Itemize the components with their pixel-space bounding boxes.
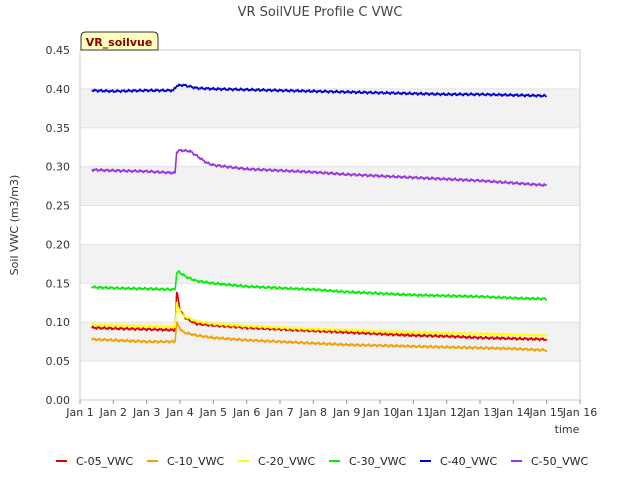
x-tick-label: Jan 15 <box>528 406 563 419</box>
series-line-c-05-vwc <box>91 291 548 342</box>
legend-label: C-20_VWC <box>258 455 316 468</box>
plot-band <box>80 205 580 245</box>
site-badge: VR_soilvue <box>80 31 159 51</box>
x-axis-ticks: Jan 1 Jan 2 Jan 3 Jan 4 Jan 5 Jan 6 Jan 7 Jan 8… <box>65 400 597 419</box>
y-tick-label: 0.25 <box>46 200 71 213</box>
series-line-c-40-vwc <box>91 83 548 98</box>
y-tick-label: 0.40 <box>46 83 71 96</box>
plot-band <box>80 244 580 284</box>
y-tick-label: 0.10 <box>46 316 71 329</box>
x-tick-label: Jan 3 <box>132 406 160 419</box>
y-axis-label: Soil VWC (m3/m3) <box>8 175 21 276</box>
x-tick-label: Jan 14 <box>495 406 530 419</box>
x-tick-label: Jan 2 <box>99 406 127 419</box>
plot-band <box>80 127 580 167</box>
y-tick-label: 0.20 <box>46 238 71 251</box>
x-axis-label: time <box>555 423 580 436</box>
x-tick-label: Jan 10 <box>362 406 397 419</box>
legend-label: C-05_VWC <box>76 455 134 468</box>
series-line-c-10-vwc <box>90 321 548 353</box>
site-badge-label: VR_soilvue <box>86 36 153 49</box>
series-line-c-50-vwc <box>91 148 548 187</box>
x-tick-label: Jan 9 <box>332 406 360 419</box>
legend-label: C-40_VWC <box>440 455 498 468</box>
plot-band <box>80 361 580 400</box>
y-tick-label: 0.35 <box>46 122 71 135</box>
x-tick-label: Jan 12 <box>428 406 463 419</box>
x-tick-label: Jan 6 <box>232 406 260 419</box>
plot-band <box>80 50 580 89</box>
series-layer <box>90 83 548 353</box>
x-tick-label: Jan 13 <box>462 406 497 419</box>
x-tick-label: Jan 16 <box>562 406 597 419</box>
plot-background-bands <box>80 50 580 400</box>
series-line-c-20-vwc <box>90 301 548 338</box>
x-tick-label: Jan 11 <box>395 406 430 419</box>
x-tick-label: Jan 1 <box>65 406 93 419</box>
plot-frame <box>79 49 581 401</box>
legend: C-05_VWC C-10_VWC C-20_VWC C-30_VWC C-40_VWC… <box>56 455 589 468</box>
x-tick-label: Jan 7 <box>265 406 293 419</box>
legend-label: C-50_VWC <box>531 455 589 468</box>
legend-label: C-10_VWC <box>167 455 225 468</box>
x-tick-label: Jan 8 <box>299 406 327 419</box>
y-tick-label: 0.00 <box>46 394 71 407</box>
series-line-c-30-vwc <box>91 269 548 301</box>
x-tick-label: Jan 4 <box>165 406 193 419</box>
y-tick-label: 0.30 <box>46 161 71 174</box>
x-tick-label: Jan 5 <box>199 406 227 419</box>
y-tick-label: 0.05 <box>46 355 71 368</box>
chart-title: VR SoilVUE Profile C VWC <box>238 5 403 20</box>
y-tick-label: 0.15 <box>46 277 71 290</box>
y-tick-label: 0.45 <box>46 44 71 57</box>
legend-label: C-30_VWC <box>349 455 407 468</box>
y-axis-ticks: 0.00 0.05 0.10 0.15 0.20 0.25 0.30 0.35 0.40 0.45 <box>46 44 71 407</box>
